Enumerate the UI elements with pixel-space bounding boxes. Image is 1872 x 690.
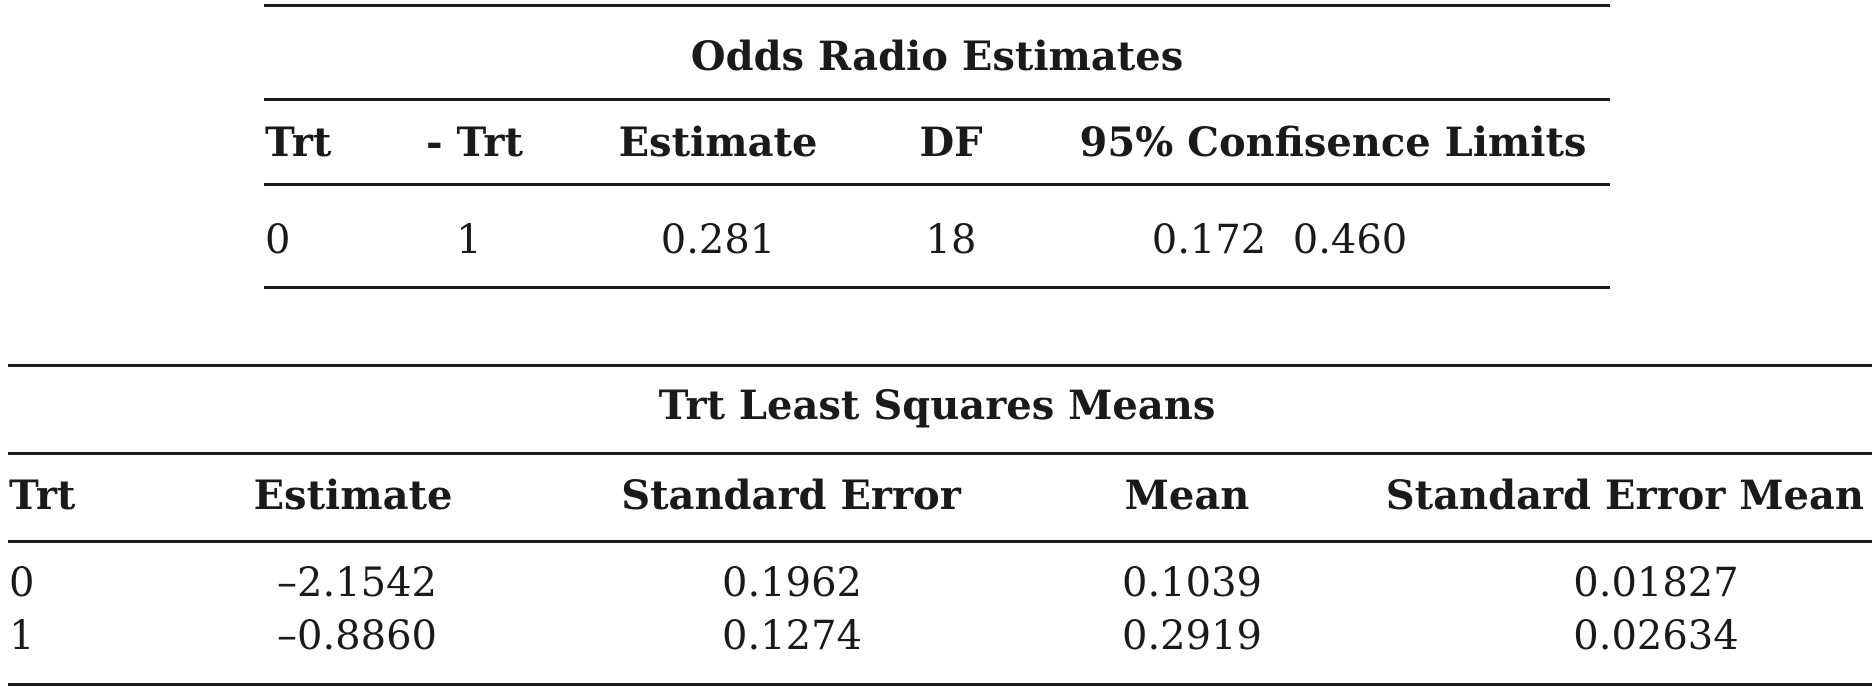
odds-cell-upper: 0.460 — [1292, 217, 1408, 263]
lsmeans-cell-std-error: 0.1962 — [722, 560, 862, 606]
odds-top-rule — [264, 4, 1610, 7]
odds-cell-neg-trt: 1 — [456, 217, 482, 263]
odds-header-rule — [264, 183, 1610, 186]
lsmeans-cell-std-error: 0.1274 — [722, 613, 862, 659]
lsmeans-cell-trt: 1 — [9, 613, 35, 659]
odds-header-limits: 95% Confisence Limits — [1079, 119, 1587, 166]
lsmeans-header-std-error-mean: Standard Error Mean — [1385, 472, 1864, 519]
lsmeans-cell-mean: 0.2919 — [1122, 613, 1262, 659]
odds-header-trt: Trt — [265, 119, 332, 166]
odds-cell-trt: 0 — [265, 217, 291, 263]
odds-header-neg-trt: - Trt — [426, 119, 523, 166]
lsmeans-cell-trt: 0 — [9, 560, 35, 606]
lsmeans-cell-std-error-mean: 0.01827 — [1573, 560, 1739, 606]
lsmeans-header-mean: Mean — [1124, 472, 1250, 519]
lsmeans-title-rule — [8, 452, 1872, 455]
lsmeans-table-title: Trt Least Squares Means — [658, 382, 1216, 429]
odds-bottom-rule — [264, 286, 1610, 289]
odds-cell-df: 18 — [925, 217, 977, 263]
lsmeans-cell-mean: 0.1039 — [1122, 560, 1262, 606]
odds-title-rule — [264, 98, 1610, 101]
lsmeans-cell-std-error-mean: 0.02634 — [1573, 613, 1739, 659]
lsmeans-cell-estimate: –2.1542 — [277, 560, 437, 606]
lsmeans-header-rule — [8, 540, 1872, 543]
lsmeans-top-rule — [8, 364, 1872, 367]
lsmeans-header-estimate: Estimate — [253, 472, 453, 519]
lsmeans-cell-estimate: –0.8860 — [277, 613, 437, 659]
odds-cell-estimate: 0.281 — [660, 217, 776, 263]
odds-cell-lower: 0.172 — [1151, 217, 1267, 263]
lsmeans-bottom-rule — [8, 683, 1872, 686]
odds-header-estimate: Estimate — [618, 119, 818, 166]
lsmeans-header-trt: Trt — [9, 472, 76, 519]
odds-table-title: Odds Radio Estimates — [690, 33, 1184, 80]
lsmeans-header-std-error: Standard Error — [621, 472, 961, 519]
odds-header-df: DF — [919, 119, 983, 166]
